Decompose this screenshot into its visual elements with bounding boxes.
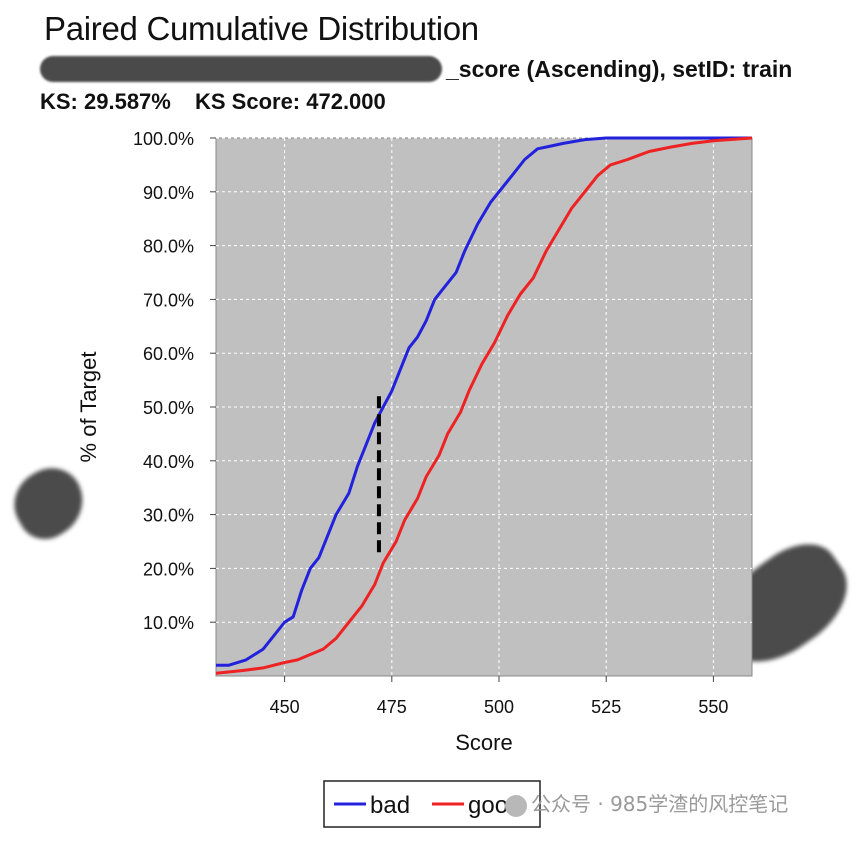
series-line-bad bbox=[216, 136, 752, 667]
y-tick-label: 60.0% bbox=[143, 344, 194, 364]
ks-score: KS Score: 472.000 bbox=[194, 89, 386, 114]
x-tick-label: 475 bbox=[377, 697, 407, 717]
ks-value: KS: 29.587% bbox=[40, 89, 171, 114]
series-lines bbox=[215, 136, 753, 675]
y-tick-label: 30.0% bbox=[143, 506, 194, 526]
axis-ticks: 10.0% 20.0% 30.0% 40.0% 50.0% 60.0% 70.0% 80.0%… bbox=[133, 129, 728, 717]
chart-title: Paired Cumulative Distribution bbox=[44, 10, 479, 47]
y-tick-label: 10.0% bbox=[143, 613, 194, 633]
x-tick-label: 550 bbox=[698, 697, 728, 717]
series-line-good bbox=[215, 136, 753, 675]
y-tick-label: 20.0% bbox=[143, 559, 194, 579]
watermark-text: 公众号 · 985学渣的风控笔记 bbox=[531, 792, 789, 816]
y-tick-label: 100.0% bbox=[133, 129, 194, 149]
y-tick-label: 90.0% bbox=[143, 183, 194, 203]
ks-summary: KS: 29.587% KS Score: 472.000 bbox=[40, 89, 404, 115]
wechat-icon bbox=[505, 794, 527, 817]
x-tick-label: 525 bbox=[591, 697, 621, 717]
x-tick-label: 500 bbox=[484, 697, 514, 717]
y-tick-label: 70.0% bbox=[143, 290, 194, 310]
y-tick-label: 80.0% bbox=[143, 237, 194, 257]
x-axis-label: Score bbox=[455, 730, 512, 755]
x-tick-label: 450 bbox=[270, 697, 300, 717]
chart-subtitle: _score (Ascending), setID: train bbox=[446, 56, 793, 82]
watermark: 公众号 · 985学渣的风控笔记 bbox=[505, 788, 788, 817]
legend: bad good bbox=[323, 780, 541, 828]
y-tick-label: 40.0% bbox=[143, 452, 194, 472]
y-axis-label: % of Target bbox=[76, 352, 101, 463]
redaction-bar bbox=[40, 56, 442, 82]
y-tick-label: 50.0% bbox=[143, 398, 194, 418]
legend-bad-label: bad bbox=[370, 792, 410, 819]
